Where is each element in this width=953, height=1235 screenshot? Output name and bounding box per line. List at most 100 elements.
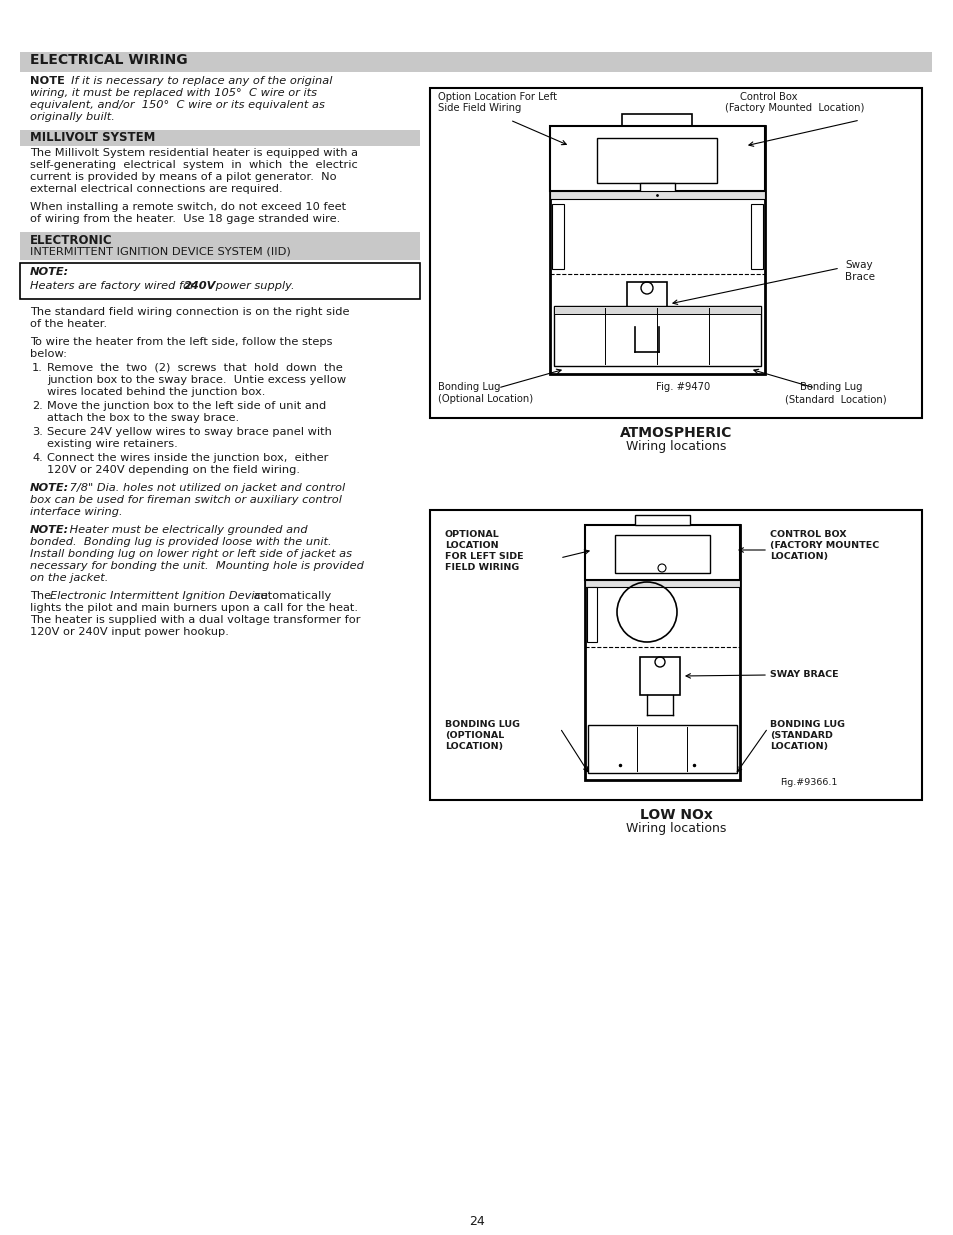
Text: The heater is supplied with a dual voltage transformer for: The heater is supplied with a dual volta… [30,615,360,625]
Text: 1.: 1. [32,363,43,373]
Text: current is provided by means of a pilot generator.  No: current is provided by means of a pilot … [30,172,336,182]
Text: 24: 24 [469,1215,484,1228]
Text: Fig.#9366.1: Fig.#9366.1 [780,778,837,787]
Bar [587,725,737,773]
Text: (FACTORY MOUNTEC: (FACTORY MOUNTEC [769,541,879,550]
Text: FIELD WIRING: FIELD WIRING [444,563,518,572]
Text: Heater must be electrically grounded and: Heater must be electrically grounded and [66,525,307,535]
Text: NOTE:: NOTE: [30,483,69,493]
Text: interface wiring.: interface wiring. [30,508,123,517]
Text: ELECTRICAL WIRING: ELECTRICAL WIRING [30,53,188,67]
Text: external electrical connections are required.: external electrical connections are requ… [30,184,282,194]
Text: power supply.: power supply. [212,282,294,291]
Text: LOW NOx: LOW NOx [639,808,712,823]
Bar [430,88,921,417]
Text: :  If it is necessary to replace any of the original: : If it is necessary to replace any of t… [60,77,332,86]
Text: Heaters are factory wired for: Heaters are factory wired for [30,282,198,291]
Text: Remove  the  two  (2)  screws  that  hold  down  the: Remove the two (2) screws that hold down… [47,363,342,373]
Text: wiring, it must be replaced with 105°  C wire or its: wiring, it must be replaced with 105° C … [30,88,316,98]
Text: (Factory Mounted  Location): (Factory Mounted Location) [724,103,863,112]
Text: (Optional Location): (Optional Location) [437,394,533,404]
Text: Wiring locations: Wiring locations [625,440,725,453]
Text: originally built.: originally built. [30,112,114,122]
Text: Option Location For Left: Option Location For Left [437,91,557,103]
Text: BONDING LUG: BONDING LUG [769,720,844,729]
Text: Secure 24V yellow wires to sway brace panel with: Secure 24V yellow wires to sway brace pa… [47,427,332,437]
Bar [550,191,764,199]
Text: Electronic Intermittent Ignition Device: Electronic Intermittent Ignition Device [50,592,268,601]
Text: of the heater.: of the heater. [30,319,107,329]
Text: existing wire retainers.: existing wire retainers. [47,438,177,450]
Text: The: The [30,592,54,601]
Text: 3.: 3. [32,427,43,437]
Text: ATMOSPHERIC: ATMOSPHERIC [619,426,731,440]
Bar [621,114,691,126]
Bar [639,657,679,695]
Text: MILLIVOLT SYSTEM: MILLIVOLT SYSTEM [30,131,155,144]
Text: SWAY BRACE: SWAY BRACE [769,671,838,679]
Bar [554,306,760,366]
Text: 7/8" Dia. holes not utilized on jacket and control: 7/8" Dia. holes not utilized on jacket a… [66,483,345,493]
Text: 120V or 240V depending on the field wiring.: 120V or 240V depending on the field wiri… [47,466,299,475]
Text: junction box to the sway brace.  Untie excess yellow: junction box to the sway brace. Untie ex… [47,375,346,385]
Text: LOCATION): LOCATION) [769,742,827,751]
Bar [550,126,764,374]
Text: Side Field Wiring: Side Field Wiring [437,103,521,112]
Bar [430,510,921,800]
Bar [626,282,666,327]
Bar [584,525,740,580]
Text: FOR LEFT SIDE: FOR LEFT SIDE [444,552,523,561]
Bar [584,525,740,781]
Bar [20,232,419,261]
Text: CONTROL BOX: CONTROL BOX [769,530,845,538]
Bar [20,52,931,72]
Text: below:: below: [30,350,67,359]
Bar [586,587,597,642]
Text: (OPTIONAL: (OPTIONAL [444,731,504,740]
Text: Connect the wires inside the junction box,  either: Connect the wires inside the junction bo… [47,453,328,463]
Text: lights the pilot and main burners upon a call for the heat.: lights the pilot and main burners upon a… [30,603,357,613]
Bar [639,183,675,193]
Text: The Millivolt System residential heater is equipped with a: The Millivolt System residential heater … [30,148,357,158]
Text: wires located behind the junction box.: wires located behind the junction box. [47,387,265,396]
Text: of wiring from the heater.  Use 18 gage stranded wire.: of wiring from the heater. Use 18 gage s… [30,214,340,224]
Text: INTERMITTENT IGNITION DEVICE SYSTEM (IID): INTERMITTENT IGNITION DEVICE SYSTEM (IID… [30,246,291,256]
Text: Move the junction box to the left side of unit and: Move the junction box to the left side o… [47,401,326,411]
Text: equivalent, and/or  150°  C wire or its equivalent as: equivalent, and/or 150° C wire or its eq… [30,100,325,110]
Text: NOTE: NOTE [30,77,65,86]
Text: Brace: Brace [844,272,874,282]
Text: Wiring locations: Wiring locations [625,823,725,835]
Text: self-generating  electrical  system  in  which  the  electric: self-generating electrical system in whi… [30,161,357,170]
Bar [20,263,419,299]
Text: LOCATION): LOCATION) [769,552,827,561]
Bar [20,130,419,146]
Text: 2.: 2. [32,401,43,411]
Bar [550,126,764,191]
Text: Control Box: Control Box [740,91,797,103]
Bar [554,306,760,314]
Bar [615,535,709,573]
Text: NOTE:: NOTE: [30,525,69,535]
Text: To wire the heater from the left side, follow the steps: To wire the heater from the left side, f… [30,337,333,347]
Bar [597,138,717,183]
Text: BONDING LUG: BONDING LUG [444,720,519,729]
Text: necessary for bonding the unit.  Mounting hole is provided: necessary for bonding the unit. Mounting… [30,561,363,571]
Text: (Standard  Location): (Standard Location) [784,394,885,404]
Bar [584,580,740,587]
Text: When installing a remote switch, do not exceed 10 feet: When installing a remote switch, do not … [30,203,346,212]
Text: on the jacket.: on the jacket. [30,573,109,583]
Text: Install bonding lug on lower right or left side of jacket as: Install bonding lug on lower right or le… [30,550,352,559]
Text: OPTIONAL: OPTIONAL [444,530,499,538]
Text: ELECTRONIC: ELECTRONIC [30,233,112,247]
Text: LOCATION: LOCATION [444,541,498,550]
Text: automatically: automatically [250,592,331,601]
Text: 120V or 240V input power hookup.: 120V or 240V input power hookup. [30,627,229,637]
Bar [750,204,762,269]
Text: LOCATION): LOCATION) [444,742,502,751]
Text: bonded.  Bonding lug is provided loose with the unit.: bonded. Bonding lug is provided loose wi… [30,537,332,547]
Text: Sway: Sway [844,261,872,270]
Text: The standard field wiring connection is on the right side: The standard field wiring connection is … [30,308,349,317]
Text: NOTE:: NOTE: [30,267,69,277]
Text: attach the box to the sway brace.: attach the box to the sway brace. [47,412,239,424]
Text: 4.: 4. [32,453,43,463]
